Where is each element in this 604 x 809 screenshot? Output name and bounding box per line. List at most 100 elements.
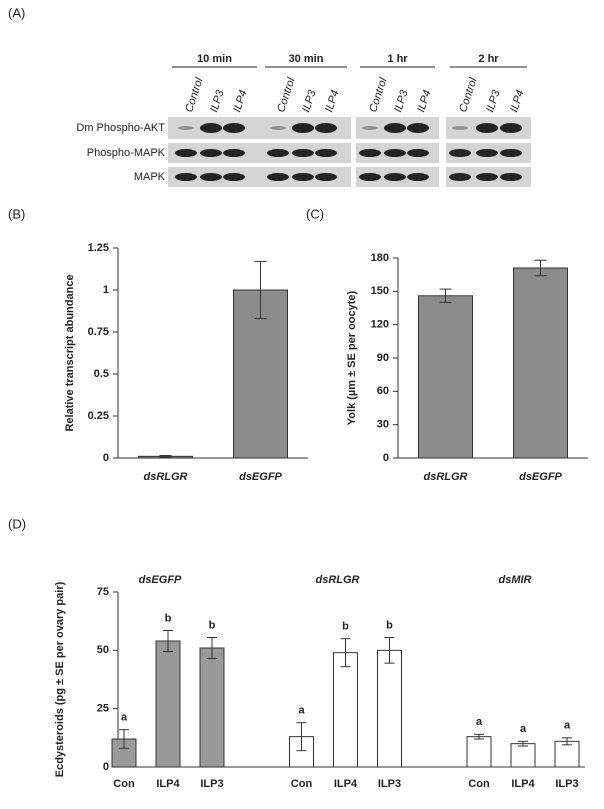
x-tick-label: ILP4	[156, 778, 180, 790]
x-tick-label: Con	[291, 778, 313, 790]
x-tick-label: ILP4	[511, 778, 535, 790]
lane-label: ILP4	[415, 89, 433, 114]
x-tick-label: Con	[468, 778, 490, 790]
y-tick-label: 180	[371, 252, 389, 264]
band	[315, 123, 337, 133]
significance-letter: b	[209, 619, 216, 631]
band	[315, 173, 337, 181]
band	[292, 173, 314, 181]
significance-letter: a	[121, 712, 128, 724]
significance-letter: a	[476, 716, 483, 728]
significance-letter: b	[165, 612, 172, 624]
group-label: dsMIR	[499, 574, 532, 586]
y-tick-label: 1	[103, 284, 109, 296]
y-axis-label: Relative transcript abundance	[64, 274, 76, 431]
bar	[377, 649, 402, 768]
band	[476, 149, 498, 157]
x-tick-label: ILP4	[334, 778, 358, 790]
y-tick-label: 120	[371, 319, 389, 331]
row-label: Dm Phospho-AKT	[76, 122, 165, 134]
significance-letter: a	[564, 720, 571, 732]
band	[384, 149, 406, 157]
x-tick-label: Con	[113, 778, 135, 790]
band	[452, 126, 468, 130]
y-tick-label: 150	[371, 285, 389, 297]
band	[267, 173, 289, 181]
y-tick-label: 1.25	[88, 242, 109, 254]
band	[500, 173, 522, 181]
band	[223, 173, 245, 181]
y-axis-label: Yolk (µm ± SE per oocyte)	[346, 290, 358, 425]
band	[500, 149, 522, 157]
band	[178, 126, 194, 130]
row-label: Phospho-MAPK	[87, 147, 166, 159]
x-tick-label: ILP3	[555, 778, 578, 790]
x-tick-label: ILP3	[200, 778, 223, 790]
band	[407, 173, 429, 181]
lane-label: Control	[457, 76, 480, 114]
lane-label: ILP4	[508, 89, 526, 114]
band	[407, 123, 429, 133]
bar	[155, 640, 181, 768]
band	[359, 173, 381, 181]
group-label: 2 hr	[478, 53, 499, 65]
lane-label: Control	[275, 76, 298, 114]
band	[175, 173, 197, 181]
band	[270, 126, 286, 130]
band	[407, 149, 429, 157]
band	[449, 149, 471, 157]
band	[292, 123, 314, 133]
y-tick-label: 0	[383, 452, 389, 464]
bar	[466, 736, 492, 768]
lane-label: ILP3	[208, 88, 227, 114]
panel-label: (D)	[8, 516, 26, 531]
y-axis-label: Ecdysteroids (pg ± SE per ovary pair)	[54, 581, 66, 777]
band	[384, 173, 406, 181]
band	[359, 149, 381, 157]
group-label: dsRLGR	[316, 574, 360, 586]
x-tick-label: dsRLGR	[424, 471, 468, 483]
lane-label: ILP4	[323, 89, 341, 114]
bar	[333, 652, 358, 768]
group-label: 10 min	[197, 53, 232, 65]
group-label: 1 hr	[387, 53, 408, 65]
panel-label: (A)	[8, 5, 25, 20]
band	[200, 149, 222, 157]
y-tick-label: 0.75	[88, 326, 109, 338]
lane-label: ILP3	[300, 88, 319, 114]
band	[449, 173, 471, 181]
bar	[418, 295, 473, 459]
significance-letter: a	[520, 723, 527, 735]
y-tick-label: 0.5	[94, 368, 109, 380]
band	[362, 126, 378, 130]
y-tick-label: 60	[377, 385, 389, 397]
group-label: 30 min	[289, 53, 324, 65]
significance-letter: a	[298, 705, 305, 717]
band	[200, 123, 222, 133]
significance-letter: b	[342, 621, 349, 633]
y-tick-label: 0	[103, 452, 109, 464]
y-tick-label: 30	[377, 419, 389, 431]
band	[200, 173, 222, 181]
y-tick-label: 75	[97, 586, 109, 598]
lane-label: Control	[367, 76, 390, 114]
band	[175, 149, 197, 157]
band	[315, 149, 337, 157]
significance-letter: b	[386, 619, 393, 631]
y-tick-label: 0.25	[88, 410, 109, 422]
y-tick-label: 50	[97, 644, 109, 656]
x-tick-label: ILP3	[378, 778, 401, 790]
band	[476, 173, 498, 181]
x-tick-label: dsRLGR	[144, 471, 188, 483]
bar	[513, 267, 568, 459]
y-tick-label: 90	[377, 352, 389, 364]
lane-label: Control	[183, 76, 206, 114]
bar	[199, 647, 225, 768]
bar	[510, 743, 536, 768]
band	[223, 149, 245, 157]
lane-label: ILP4	[231, 89, 249, 114]
lane-label: ILP3	[484, 88, 503, 114]
band	[292, 149, 314, 157]
panel-label: (C)	[306, 206, 324, 221]
